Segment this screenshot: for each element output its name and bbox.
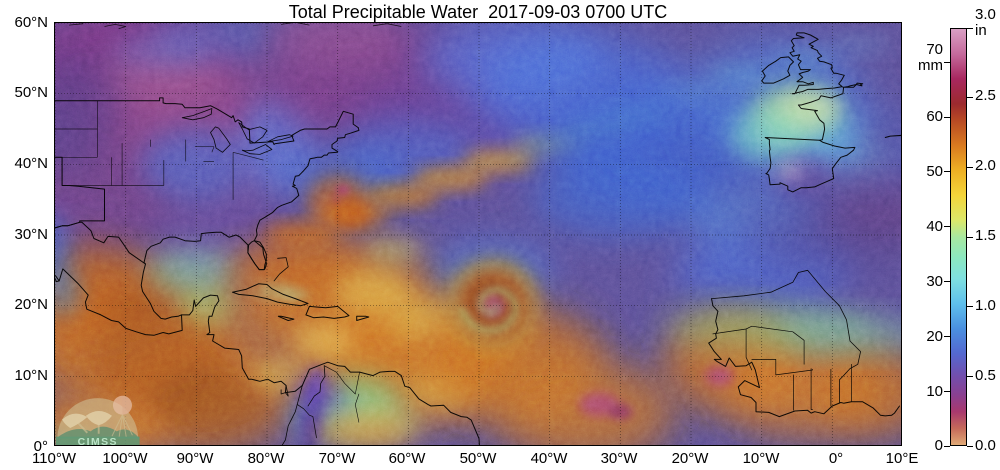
svg-text:CIMSS: CIMSS [78, 437, 118, 446]
